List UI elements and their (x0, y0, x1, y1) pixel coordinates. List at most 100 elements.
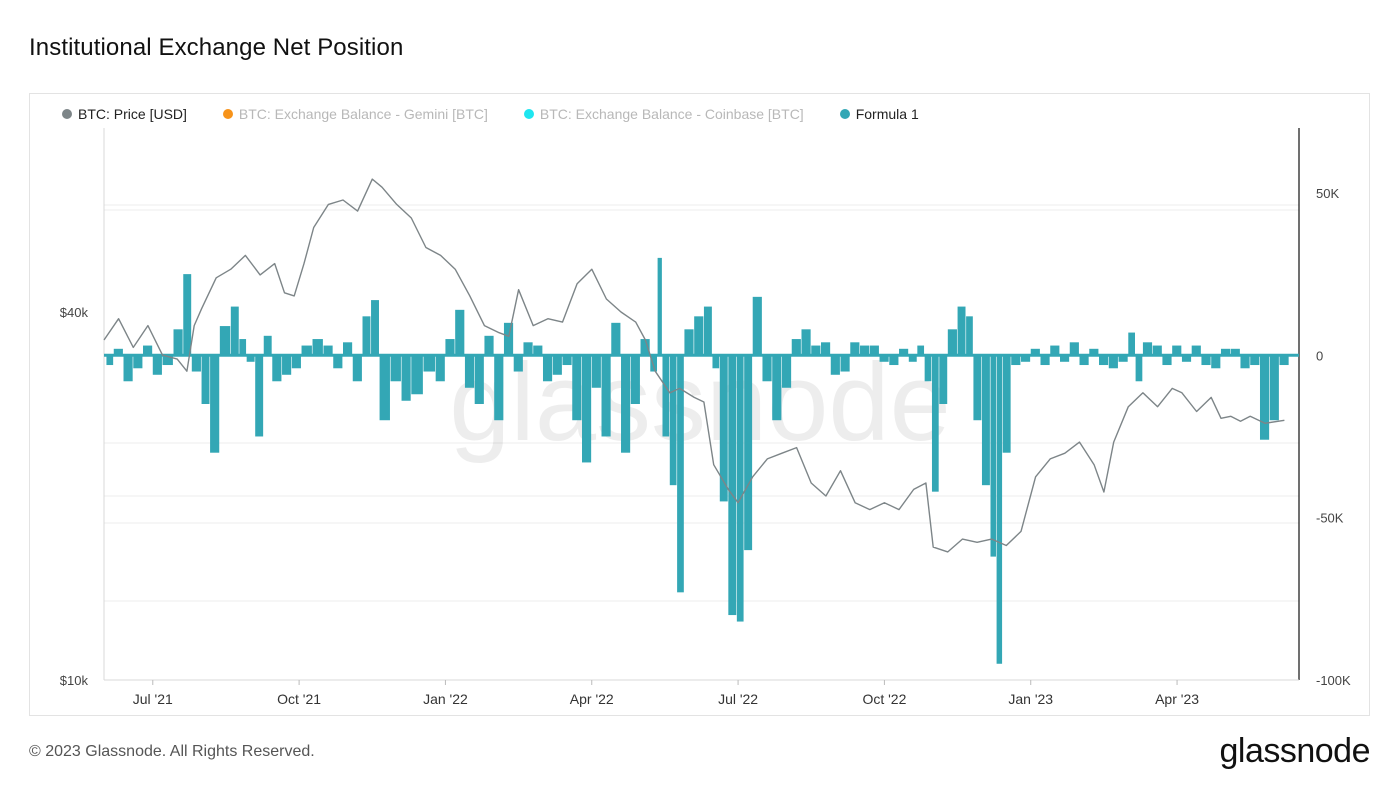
formula-1-bar (889, 355, 899, 366)
formula-1-bar (879, 355, 889, 362)
formula-1-bar (1108, 355, 1118, 369)
formula-1-bar (230, 306, 239, 356)
formula-1-bar (957, 306, 966, 356)
formula-1-bar (1002, 355, 1011, 453)
formula-1-bar (640, 339, 650, 356)
formula-1-bar (333, 355, 343, 369)
formula-1-bar (1069, 342, 1079, 356)
formula-1-bar (542, 355, 553, 382)
formula-1-bar (662, 355, 670, 437)
legend-item-formula-1[interactable]: Formula 1 (839, 106, 919, 122)
formula-1-bar (712, 355, 720, 369)
formula-1-bar (562, 355, 572, 366)
formula-1-bar (791, 339, 801, 356)
formula-1-bar (1220, 348, 1231, 356)
formula-1-bar (899, 348, 909, 356)
glassnode-logo: glassnode (1219, 732, 1370, 770)
x-axis-tick-label: Jan '23 (1008, 691, 1053, 707)
formula-1-bar (694, 316, 704, 356)
formula-1-bar (1191, 345, 1201, 356)
formula-1-bar (272, 355, 282, 382)
chart-panel (29, 93, 1370, 716)
left-axis-tick-label: $40k (60, 305, 89, 320)
formula-1-bar (650, 355, 658, 372)
watermark-text: glassnode (449, 341, 951, 464)
formula-1-bar (981, 355, 990, 486)
formula-1-bar (474, 355, 484, 404)
formula-1-bar (752, 296, 762, 356)
formula-1-bar (657, 257, 662, 356)
right-axis-tick-label: 0 (1316, 348, 1323, 363)
formula-1-bar (133, 355, 143, 369)
formula-1-bar (966, 316, 973, 356)
formula-1-bar (1279, 355, 1289, 366)
legend-dot-icon (62, 109, 72, 119)
formula-1-bar (1128, 332, 1136, 356)
formula-1-bar (917, 345, 925, 356)
copyright-text: © 2023 Glassnode. All Rights Reserved. (29, 743, 315, 760)
formula-1-bar (1099, 355, 1109, 366)
formula-1-bar (850, 342, 860, 356)
legend-label: BTC: Exchange Balance - Gemini [BTC] (238, 106, 488, 122)
x-axis-tick-label: Jul '22 (718, 691, 758, 707)
formula-1-bar (1011, 355, 1021, 366)
formula-1-bar (246, 355, 255, 362)
formula-1-bar (435, 355, 445, 382)
formula-1-bar (1118, 355, 1128, 362)
formula-1-bar (503, 322, 514, 356)
formula-1-bar (379, 355, 390, 421)
formula-1-bar (282, 355, 292, 375)
formula-1-bar (352, 355, 362, 382)
legend-dot-icon (222, 109, 233, 119)
formula-1-bar (821, 342, 831, 356)
legend-item-btc-price[interactable]: BTC: Price [USD] (62, 106, 187, 122)
formula-1-bar (811, 345, 821, 356)
formula-1-bar (552, 355, 562, 375)
legend-item-coinbase-balance[interactable]: BTC: Exchange Balance - Coinbase [BTC] (523, 106, 804, 122)
formula-1-bar (762, 355, 772, 382)
formula-1-bar (719, 355, 728, 502)
legend-label: Formula 1 (855, 106, 919, 122)
formula-1-bar (455, 309, 465, 356)
formula-1-bar (1201, 355, 1211, 366)
x-axis-tick-label: Oct '22 (862, 691, 906, 707)
formula-1-bar (1060, 355, 1070, 362)
x-axis-tick-label: Oct '21 (277, 691, 321, 707)
formula-1-bar (173, 329, 183, 356)
legend-item-gemini-balance[interactable]: BTC: Exchange Balance - Gemini [BTC] (222, 106, 488, 122)
formula-1-bar (1240, 355, 1250, 369)
formula-1-bar (201, 355, 210, 404)
formula-1-bar (1211, 355, 1221, 369)
formula-1-bar (411, 355, 423, 395)
formula-1-bar (860, 345, 870, 356)
formula-1-bar (621, 355, 631, 453)
chart-legend: BTC: Price [USD] BTC: Exchange Balance -… (62, 106, 955, 122)
formula-1-bar (869, 345, 879, 356)
formula-1-bar (1259, 355, 1270, 440)
formula-1-bar (106, 355, 114, 366)
formula-1-bar (494, 355, 504, 421)
legend-label: BTC: Price [USD] (78, 106, 187, 122)
formula-1-bar (601, 355, 611, 437)
formula-1-bar (931, 355, 939, 492)
formula-1-bar (1089, 348, 1099, 356)
formula-1-bar (401, 355, 411, 401)
formula-1-bar (113, 348, 123, 356)
formula-1-bar (582, 355, 592, 463)
formula-1-bar (323, 345, 333, 356)
formula-1-bar (371, 300, 379, 356)
formula-1-bar (191, 355, 201, 372)
formula-1-bar (1181, 355, 1192, 362)
formula-1-bar (1162, 355, 1172, 366)
formula-1-bar (1050, 345, 1060, 356)
formula-1-bar (343, 342, 353, 356)
formula-1-bar (219, 326, 231, 356)
formula-1-bar (1079, 355, 1089, 366)
formula-1-bar (390, 355, 401, 382)
formula-1-bar (611, 322, 621, 356)
x-axis-tick-label: Apr '22 (570, 691, 614, 707)
right-axis-tick-label: -100K (1316, 673, 1351, 688)
formula-1-bar (703, 306, 712, 356)
formula-1-bar (1142, 342, 1153, 356)
